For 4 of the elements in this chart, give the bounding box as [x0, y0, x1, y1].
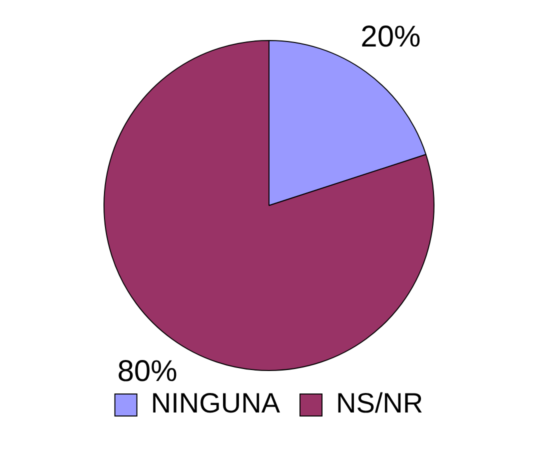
- legend-label: NS/NR: [336, 388, 424, 419]
- data-label: 80%: [117, 355, 178, 388]
- data-label: 20%: [360, 20, 421, 54]
- legend-label: NINGUNA: [150, 388, 280, 419]
